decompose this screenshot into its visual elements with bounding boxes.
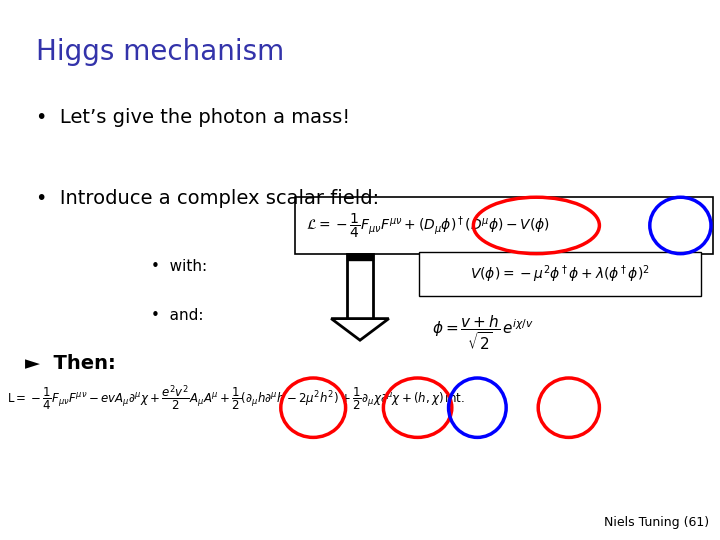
Text: $\mathcal{L} = -\dfrac{1}{4}F_{\mu\nu}F^{\mu\nu} + (D_\mu\phi)^\dagger(D^\mu\phi: $\mathcal{L} = -\dfrac{1}{4}F_{\mu\nu}F^… (306, 211, 550, 240)
Text: $\phi = \dfrac{v+h}{\sqrt{2}}\,e^{i\chi/v}$: $\phi = \dfrac{v+h}{\sqrt{2}}\,e^{i\chi/… (432, 313, 534, 352)
Text: $\mathrm{L} = -\dfrac{1}{4}F_{\mu\nu}F^{\mu\nu} - evA_\mu\partial^\mu\chi + \dfr: $\mathrm{L} = -\dfrac{1}{4}F_{\mu\nu}F^{… (7, 383, 465, 413)
Text: •  and:: • and: (151, 308, 204, 323)
Text: Niels Tuning (61): Niels Tuning (61) (604, 516, 709, 529)
Text: •  with:: • with: (151, 259, 207, 274)
Text: •  Introduce a complex scalar field:: • Introduce a complex scalar field: (36, 189, 379, 208)
Text: Higgs mechanism: Higgs mechanism (36, 38, 284, 66)
Text: $V(\phi) = -\mu^2\phi^\dagger\phi + \lambda(\phi^\dagger\phi)^2$: $V(\phi) = -\mu^2\phi^\dagger\phi + \lam… (470, 263, 649, 285)
Text: ►  Then:: ► Then: (25, 354, 116, 373)
Text: •  Let’s give the photon a mass!: • Let’s give the photon a mass! (36, 108, 350, 127)
